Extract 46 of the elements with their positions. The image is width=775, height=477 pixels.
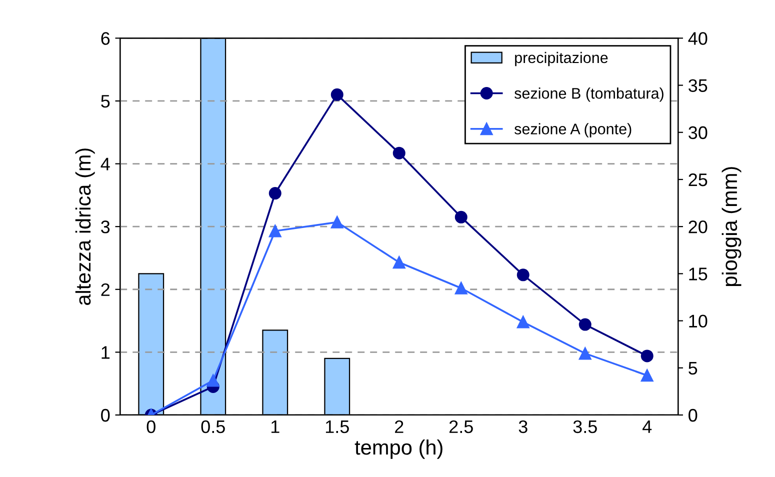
y2-tick-label: 35 [688,79,708,92]
y-tick-label: 2 [101,283,110,296]
x-tick-label: 2.5 [449,420,473,434]
point [392,146,406,160]
y-tick-label: 1 [102,346,110,359]
legend-label: sezione B (tombatura) [514,88,664,102]
y-tick-label: 4 [100,158,110,170]
x-tick-label: 0.5 [201,420,225,434]
x-tick-label: 1.5 [326,420,349,434]
point [206,374,220,387]
x-tick-label: 0 [146,420,156,434]
legend-label: precipitazione [515,52,608,66]
point [454,282,468,294]
point [330,216,344,228]
y2-tick-label: 25 [688,173,708,186]
y2-tick-label: 0 [688,408,698,422]
point [516,268,530,282]
x-axis-title: tempo (h) [354,439,442,459]
y-tick-label: 5 [101,95,110,108]
y2-axis-title: pioggia (mm) [722,167,742,286]
point [516,316,530,328]
point [578,318,592,331]
y2-tick-label: 5 [688,362,698,375]
x-tick-label: 4 [642,420,652,433]
y2-tick-label: 10 [689,314,708,328]
point [640,350,654,362]
x-tick-label: 1 [271,420,280,433]
x-tick-label: 2 [395,420,404,433]
point [578,347,592,360]
legend-label: sezione A (ponte) [514,123,632,138]
x-tick-label: 3 [518,420,528,434]
y2-tick-label: 20 [688,220,708,234]
point [268,187,282,200]
y2-tick-label: 15 [689,268,708,280]
point [454,210,468,224]
y2-tick-label: 30 [688,126,708,140]
point [640,369,654,382]
point [392,256,406,269]
y-tick-label: 0 [101,408,110,422]
y-tick-label: 6 [101,32,110,45]
y-axis-title: altezza idrica (m) [75,148,95,305]
y-tick-label: 3 [101,220,110,234]
x-tick-label: 3.5 [573,420,597,434]
y2-tick-label: 40 [688,32,708,45]
point [268,224,282,238]
point [330,88,344,101]
